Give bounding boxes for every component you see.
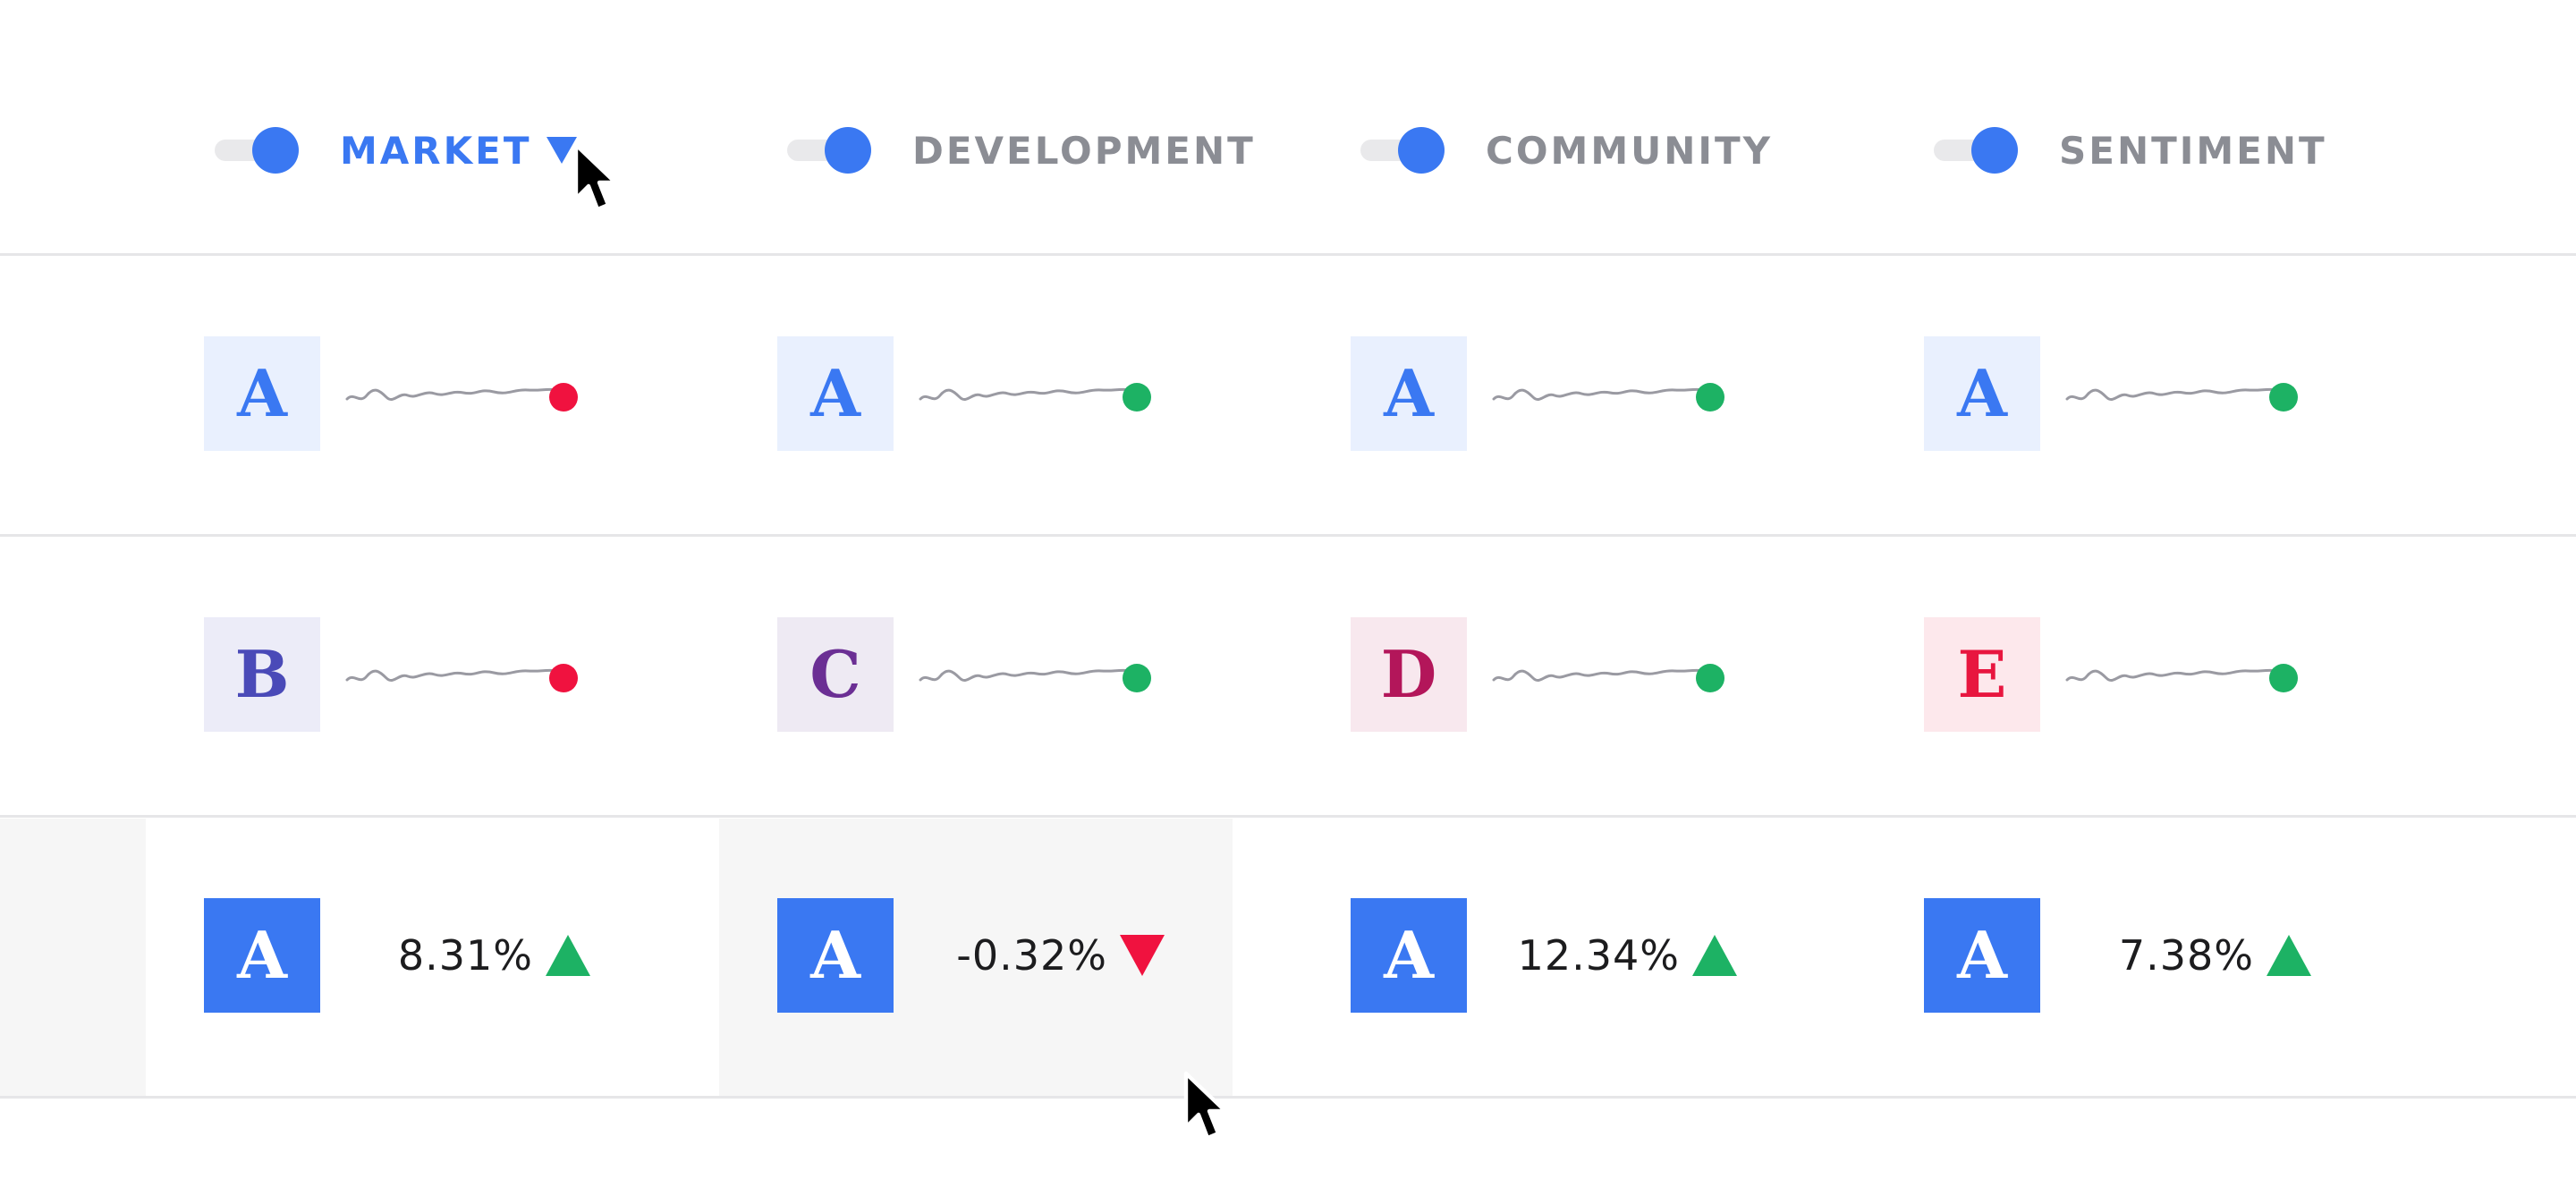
trend-down-icon: [1120, 935, 1165, 976]
sparkline-chart: [345, 664, 578, 692]
row-divider: [0, 1096, 2576, 1099]
trend-up-icon: [546, 935, 590, 976]
trend-up-icon: [1692, 935, 1737, 976]
pointer-shape: [573, 142, 618, 212]
change-value: 12.34%: [1517, 931, 1680, 980]
grade-badge: A: [1924, 898, 2040, 1013]
grade-badge: B: [204, 617, 320, 732]
change-cell: 7.38%: [2075, 898, 2311, 1013]
column-header-development[interactable]: DEVELOPMENT: [787, 125, 1256, 175]
sort-descending-icon[interactable]: [546, 137, 577, 164]
sparkline-path: [1492, 667, 1721, 682]
grade-badge: E: [1924, 617, 2040, 732]
grade-badge: A: [777, 898, 894, 1013]
trend-up-icon: [2267, 935, 2311, 976]
row-hover-background: [0, 819, 146, 1098]
community-toggle[interactable]: [1360, 125, 1445, 175]
toggle-knob: [1971, 127, 2018, 174]
sparkline-chart: [2065, 664, 2298, 692]
sparkline-path: [919, 386, 1148, 401]
trend-dot-down: [549, 664, 578, 692]
sparkline-path: [1492, 386, 1721, 401]
change-value: -0.32%: [956, 931, 1107, 980]
header-divider: [0, 253, 2576, 256]
change-cell: 8.31%: [358, 898, 590, 1013]
sparkline-chart: [919, 383, 1151, 412]
grade-badge: A: [1924, 336, 2040, 451]
sparkline-chart: [1492, 383, 1724, 412]
column-header-community[interactable]: COMMUNITY: [1360, 125, 1773, 175]
trend-dot-up: [1696, 383, 1724, 412]
sparkline-chart: [919, 664, 1151, 692]
sparkline-chart: [1492, 664, 1724, 692]
toggle-knob: [825, 127, 871, 174]
grade-badge: C: [777, 617, 894, 732]
development-toggle[interactable]: [787, 125, 871, 175]
toggle-knob: [1398, 127, 1445, 174]
sparkline-path: [919, 667, 1148, 682]
change-cell: 12.34%: [1503, 898, 1737, 1013]
trend-dot-up: [1123, 664, 1151, 692]
column-header-market[interactable]: MARKET: [215, 125, 577, 175]
sparkline-path: [345, 667, 574, 682]
pointer-shape: [1183, 1071, 1228, 1141]
row-divider: [0, 815, 2576, 818]
grade-badge: A: [777, 336, 894, 451]
sparkline-chart: [2065, 383, 2298, 412]
pointer-icon: [573, 142, 618, 212]
change-value: 8.31%: [397, 931, 533, 980]
toggle-knob: [252, 127, 299, 174]
grade-badge: D: [1351, 617, 1467, 732]
pointer-icon: [1183, 1071, 1228, 1141]
grade-badge: A: [204, 898, 320, 1013]
column-label-community[interactable]: COMMUNITY: [1486, 128, 1774, 173]
market-toggle[interactable]: [215, 125, 299, 175]
trend-dot-down: [549, 383, 578, 412]
trend-dot-up: [1123, 383, 1151, 412]
column-label-market[interactable]: MARKET: [340, 128, 532, 173]
trend-dot-up: [2269, 383, 2298, 412]
change-cell: -0.32%: [912, 898, 1165, 1013]
column-header-sentiment[interactable]: SENTIMENT: [1934, 125, 2327, 175]
grade-badge: A: [1351, 336, 1467, 451]
grade-badge: A: [204, 336, 320, 451]
sparkline-path: [345, 386, 574, 401]
column-label-development[interactable]: DEVELOPMENT: [912, 128, 1256, 173]
trend-dot-up: [1696, 664, 1724, 692]
trend-dot-up: [2269, 664, 2298, 692]
row-divider: [0, 534, 2576, 537]
sentiment-toggle[interactable]: [1934, 125, 2018, 175]
change-value: 7.38%: [2118, 931, 2254, 980]
sparkline-path: [2065, 667, 2294, 682]
column-label-sentiment[interactable]: SENTIMENT: [2059, 128, 2327, 173]
sparkline-chart: [345, 383, 578, 412]
sparkline-path: [2065, 386, 2294, 401]
grade-badge: A: [1351, 898, 1467, 1013]
